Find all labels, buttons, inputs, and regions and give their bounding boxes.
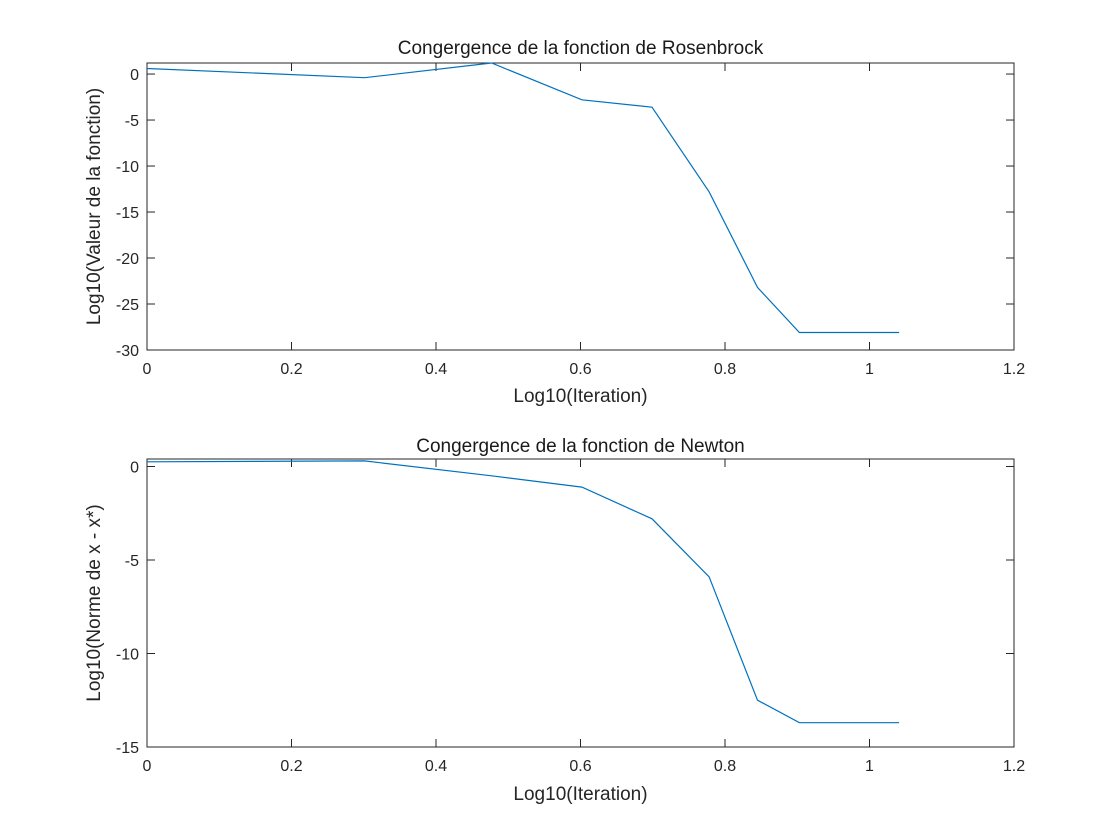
newton-subplot: Congergence de la fonction de Newton Log… — [84, 436, 1025, 805]
newton-x-tick-label: 0.2 — [280, 758, 302, 775]
rosenbrock-x-tick-label: 0.2 — [280, 361, 302, 378]
rosenbrock-y-tick-label: -25 — [116, 297, 139, 314]
newton-y-ticks: -15 -10 -5 0 — [116, 459, 1014, 757]
newton-x-tick-label: 1.2 — [1003, 758, 1025, 775]
rosenbrock-series-group — [146, 62, 900, 334]
newton-y-axis-label: Log10(Norme de x - x*) — [84, 504, 105, 701]
newton-x-tick-label: 0 — [143, 758, 152, 775]
rosenbrock-y-tick-label: -10 — [116, 159, 139, 176]
newton-y-tick-label: -5 — [125, 553, 139, 570]
newton-series-line — [146, 460, 900, 724]
newton-x-tick-label: 1 — [865, 758, 874, 775]
rosenbrock-plot-area — [146, 62, 1015, 351]
rosenbrock-x-tick-label: 1.2 — [1003, 361, 1025, 378]
newton-x-tick-label: 0.8 — [714, 758, 736, 775]
newton-x-axis-label: Log10(Iteration) — [513, 784, 647, 805]
rosenbrock-x-tick-label: 0 — [143, 361, 152, 378]
rosenbrock-subplot: Congergence de la fonction de Rosenbrock… — [84, 38, 1025, 407]
rosenbrock-x-tick-label: 0.8 — [714, 361, 736, 378]
newton-x-tick-label: 0.4 — [425, 758, 447, 775]
newton-plot-area — [146, 458, 1015, 748]
newton-x-ticks: 0 0.2 0.4 0.6 0.8 1 1.2 — [143, 459, 1025, 775]
rosenbrock-series-line — [146, 62, 900, 334]
newton-x-tick-label: 0.6 — [569, 758, 591, 775]
rosenbrock-chart-title: Congergence de la fonction de Rosenbrock — [398, 38, 764, 59]
rosenbrock-y-axis-label: Log10(Valeur de la fonction) — [84, 88, 105, 325]
rosenbrock-y-ticks: -30 -25 -20 -15 -10 -5 0 — [116, 67, 1014, 360]
rosenbrock-y-tick-label: -30 — [116, 343, 139, 360]
rosenbrock-x-axis-label: Log10(Iteration) — [513, 386, 647, 407]
rosenbrock-x-tick-label: 0.6 — [569, 361, 591, 378]
newton-y-tick-label: 0 — [130, 459, 139, 476]
newton-y-tick-label: -10 — [116, 646, 139, 663]
newton-series-group — [146, 460, 900, 724]
newton-y-tick-label: -15 — [116, 740, 139, 757]
rosenbrock-y-tick-label: -5 — [125, 113, 139, 130]
rosenbrock-x-tick-label: 1 — [865, 361, 874, 378]
rosenbrock-y-tick-label: -20 — [116, 251, 139, 268]
newton-chart-title: Congergence de la fonction de Newton — [416, 436, 745, 457]
rosenbrock-y-tick-label: 0 — [130, 67, 139, 84]
rosenbrock-y-tick-label: -15 — [116, 205, 139, 222]
rosenbrock-x-ticks: 0 0.2 0.4 0.6 0.8 1 1.2 — [143, 63, 1025, 378]
rosenbrock-x-tick-label: 0.4 — [425, 361, 447, 378]
